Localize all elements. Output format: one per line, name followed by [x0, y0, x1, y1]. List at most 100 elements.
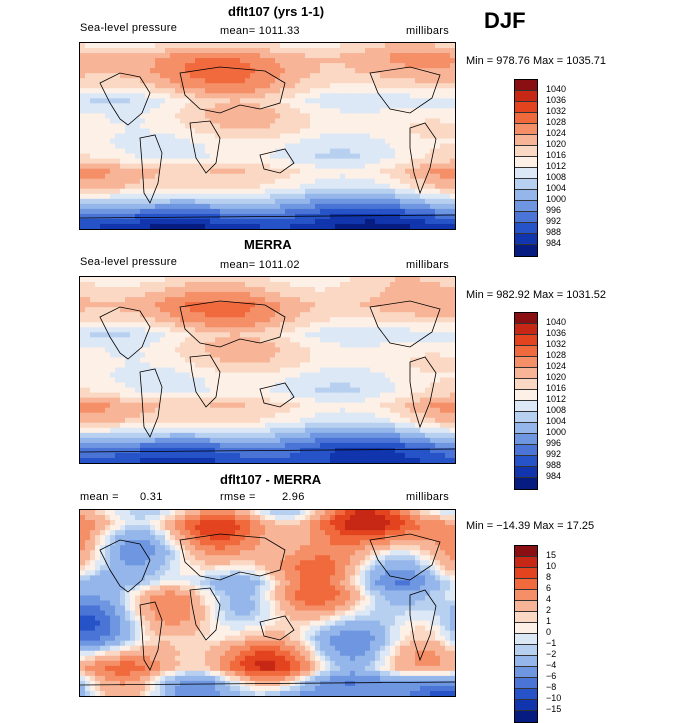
map-cell [400, 179, 406, 185]
map-cell [275, 352, 281, 358]
map-cell [415, 347, 421, 353]
map-cell [365, 139, 371, 145]
map-cell [300, 108, 306, 114]
map-cell [165, 43, 171, 49]
map-cell [90, 337, 96, 343]
map-cell [355, 352, 361, 358]
map-cell [370, 149, 376, 155]
map-cell [275, 418, 281, 424]
map-cell [205, 287, 211, 293]
map-cell [170, 383, 176, 389]
map-cell [300, 209, 306, 215]
map-cell [315, 287, 321, 293]
map-cell [305, 367, 311, 373]
map-cell [155, 352, 161, 358]
map-cell [200, 48, 206, 54]
map-cell [220, 88, 226, 94]
map-cell [80, 63, 86, 69]
map-cell [160, 48, 166, 54]
map-cell [290, 292, 296, 298]
map-cell [340, 78, 346, 84]
map-cell [250, 179, 256, 185]
map-cell [405, 118, 411, 124]
map-cell [295, 48, 301, 54]
map-cell [325, 209, 331, 215]
map-cell [265, 184, 271, 190]
map-cell [425, 322, 431, 328]
map-cell [410, 73, 416, 79]
map-cell [90, 302, 96, 308]
map-cell [245, 378, 251, 384]
map-cell [385, 174, 391, 180]
map-cell [160, 287, 166, 293]
map-cell [355, 83, 361, 89]
map-cell [335, 133, 341, 139]
map-cell [355, 118, 361, 124]
map-cell [235, 164, 241, 170]
map-cell [135, 194, 141, 200]
map-cell [325, 63, 331, 69]
map-cell [325, 367, 331, 373]
map-cell [430, 48, 436, 54]
map-cell [100, 418, 106, 424]
map-cell [145, 139, 151, 145]
map-cell [435, 113, 441, 119]
map-cell [95, 108, 101, 114]
map-cell [355, 214, 361, 220]
map-cell [425, 383, 431, 389]
map-cell [90, 224, 96, 229]
map-cell [215, 189, 221, 195]
map-cell [445, 388, 451, 394]
map-cell [200, 93, 206, 99]
map-cell [365, 277, 371, 283]
map-cell [225, 224, 231, 229]
map-cell [410, 367, 416, 373]
map-cell [365, 53, 371, 59]
map-cell [240, 224, 246, 229]
map-cell [135, 302, 141, 308]
map-cell [275, 118, 281, 124]
map-cell [115, 224, 121, 229]
map-cell [290, 78, 296, 84]
map-cell [275, 317, 281, 323]
map-cell [330, 43, 336, 49]
map-cell [375, 408, 381, 414]
map-cell [160, 68, 166, 74]
map-cell [365, 373, 371, 379]
map-cell [450, 398, 455, 404]
map-cell [390, 144, 396, 150]
map-cell [285, 393, 291, 399]
map-cell [245, 113, 251, 119]
map-cell [440, 224, 446, 229]
map-cell [125, 292, 131, 298]
map-cell [240, 83, 246, 89]
map-cell [205, 123, 211, 129]
map-cell [220, 139, 226, 145]
map-cell [100, 209, 106, 215]
map-cell [400, 204, 406, 210]
map-cell [290, 189, 296, 195]
map-cell [100, 347, 106, 353]
map-cell [410, 83, 416, 89]
map-cell [450, 184, 455, 190]
map-cell [220, 103, 226, 109]
map-cell [150, 347, 156, 353]
map-cell [245, 282, 251, 288]
map-cell [260, 108, 266, 114]
map-cell [300, 118, 306, 124]
map-cell [180, 159, 186, 165]
map-cell [395, 403, 401, 409]
map-cell [155, 68, 161, 74]
map-cell [90, 327, 96, 333]
map-cell [315, 144, 321, 150]
map-cell [350, 362, 356, 368]
map-cell [360, 327, 366, 333]
map-cell [385, 214, 391, 220]
map-cell [415, 209, 421, 215]
map-cell [380, 362, 386, 368]
map-cell [175, 219, 181, 225]
map-cell [240, 367, 246, 373]
map-cell [165, 362, 171, 368]
map-cell [330, 282, 336, 288]
map-cell [100, 53, 106, 59]
